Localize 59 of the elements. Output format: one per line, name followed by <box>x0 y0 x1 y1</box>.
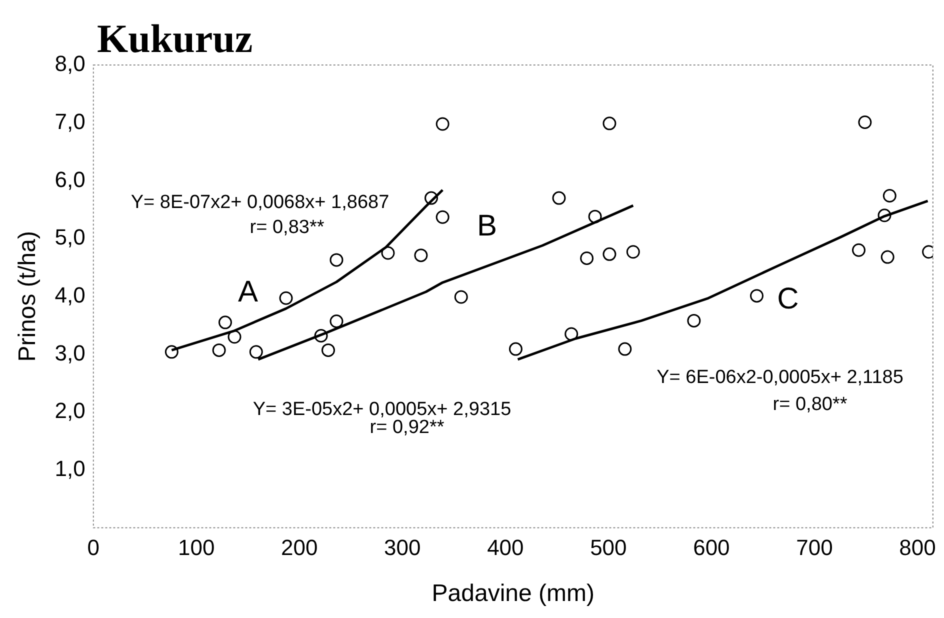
point <box>249 345 263 359</box>
y-axis-title: Prinos (t/ha) <box>14 231 42 362</box>
y-tick-label: 6,0 <box>54 166 86 192</box>
point <box>878 208 892 222</box>
annotation: r= 0,80** <box>772 394 848 416</box>
x-tick-label: 800 <box>899 535 936 560</box>
point <box>580 251 594 265</box>
x-tick-label: 600 <box>693 535 730 560</box>
point <box>228 330 242 344</box>
point <box>626 245 640 259</box>
x-tick-label: 300 <box>384 535 421 560</box>
point <box>618 342 632 356</box>
y-tick-label: 5,0 <box>54 224 86 250</box>
point <box>424 191 438 205</box>
point <box>436 210 450 224</box>
x-tick-label: 100 <box>178 535 215 560</box>
y-tick-label: 4,0 <box>54 282 86 308</box>
point <box>564 327 578 341</box>
point <box>602 116 616 130</box>
point <box>454 290 468 304</box>
point <box>858 116 872 130</box>
point <box>552 191 566 205</box>
point <box>330 253 344 267</box>
point <box>508 342 522 356</box>
point <box>880 250 894 264</box>
point <box>882 188 896 202</box>
x-tick-label: 400 <box>487 535 524 560</box>
point <box>436 117 450 131</box>
y-tick-label: 3,0 <box>54 340 86 366</box>
annotation: r= 0,83** <box>250 217 325 238</box>
point <box>164 345 178 359</box>
chart-title: Kukuruz <box>97 16 253 61</box>
point <box>687 314 701 328</box>
annotation: C <box>777 282 799 316</box>
x-tick-label: 200 <box>281 535 318 560</box>
x-tick-label: 700 <box>796 535 833 560</box>
x-axis-title: Padavine (mm) <box>432 580 595 608</box>
annotation: A <box>238 275 258 308</box>
point <box>602 247 616 261</box>
annotation: B <box>476 209 498 242</box>
annotation: Y= 6E-06x2-0,0005x+ 2,1185 <box>656 367 904 388</box>
point <box>750 289 764 303</box>
point <box>588 210 602 224</box>
y-tick-label: 1,0 <box>54 456 86 482</box>
y-tick-label: 8,0 <box>54 51 86 76</box>
point <box>381 246 395 260</box>
y-tick-label: 2,0 <box>54 398 86 424</box>
point <box>852 243 866 257</box>
point <box>314 328 328 342</box>
x-tick-label: 500 <box>590 535 627 560</box>
point <box>212 343 226 357</box>
y-tick-label: 7,0 <box>54 108 86 134</box>
point <box>414 248 428 262</box>
point <box>218 316 232 330</box>
annotation: Y= 8E-07x2+ 0,0068x+ 1,8687 <box>130 192 390 214</box>
x-tick-label: 0 <box>87 535 100 560</box>
point <box>321 343 335 357</box>
point <box>330 314 344 328</box>
point <box>279 291 293 305</box>
